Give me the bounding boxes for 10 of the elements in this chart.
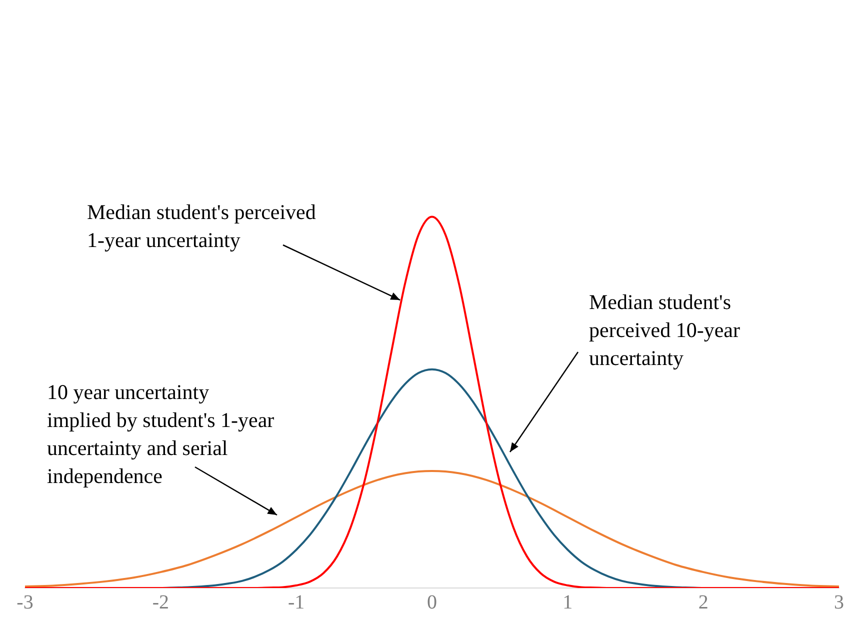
- x-tick-label: 0: [427, 591, 437, 614]
- x-tick-label: 3: [834, 591, 844, 614]
- x-tick-label: -3: [16, 591, 34, 614]
- x-tick-label: 2: [698, 591, 708, 614]
- annotation: Median student's perceived 1-year uncertainty: [87, 199, 316, 254]
- annotation: 10 year uncertainty implied by student's 1-year uncertainty and serial independence: [47, 379, 274, 490]
- annotation: Median student's perceived 10-year uncertainty: [589, 289, 740, 372]
- x-tick-label: -2: [152, 591, 170, 614]
- x-tick-label: -1: [288, 591, 305, 614]
- x-tick-label: 1: [562, 591, 573, 614]
